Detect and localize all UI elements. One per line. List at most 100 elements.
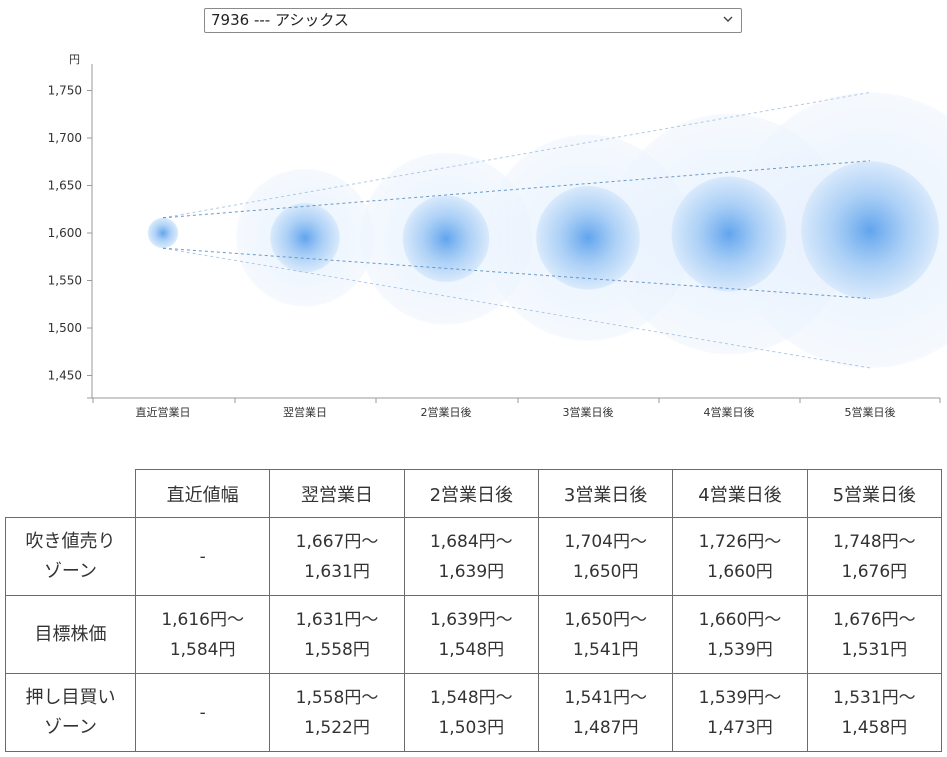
target-range-bubble xyxy=(402,195,490,282)
cell-value: 1,660円～ xyxy=(698,609,782,630)
target-range-bubble xyxy=(536,185,640,290)
header-recent-range: 直近値幅 xyxy=(134,469,271,518)
x-tick-label: 直近営業日 xyxy=(136,405,191,419)
row-target-price: 目標株価 1,616円～ 1,584円 1,631円～ 1,558円 1,639円～ 1,5… xyxy=(5,595,943,674)
row-label: 吹き値売り ゾーン xyxy=(5,517,136,596)
target-lower-band-line xyxy=(162,247,871,300)
y-tick-label: 1,700 xyxy=(48,131,82,145)
x-tick-layer: 直近営業日 翌営業日 2営業日後 3営業日後 4営業日後 5営業日後 xyxy=(92,398,941,419)
target-range-bubble xyxy=(801,161,939,300)
stock-selector-value: 7936 --- アシックス xyxy=(211,11,349,29)
cell-value: 1,684円～ xyxy=(429,531,513,552)
cell-value: 1,548円～ xyxy=(429,687,513,708)
cell-value: - xyxy=(199,546,206,567)
table-cell: 1,616円～ 1,584円 xyxy=(134,595,271,674)
table-cell: - xyxy=(134,673,271,752)
table-cell: 1,726円～ 1,660円 xyxy=(672,517,808,596)
table-cell: 1,667円～ 1,631円 xyxy=(269,517,405,596)
cell-value: 1,539円 xyxy=(707,639,773,660)
cell-value: 1,667円～ xyxy=(295,531,379,552)
target-range-bubble xyxy=(671,176,787,292)
row-buy-zone: 押し目買いゾーン - 1,558円～ 1,522円 1,548円～ 1,503円 1,541… xyxy=(5,673,943,752)
stock-selector-dropdown[interactable]: 7936 --- アシックス xyxy=(204,8,742,33)
row-label-line: 目標株価 xyxy=(34,623,107,645)
header-next-day: 翌営業日 xyxy=(269,469,405,518)
cell-value: 1,704円～ xyxy=(564,531,647,552)
table-corner-cell xyxy=(5,469,136,518)
table-cell: - xyxy=(134,517,271,596)
row-label-line: 押し目買い xyxy=(25,686,116,708)
cell-value: 1,558円 xyxy=(304,639,370,660)
price-zone-table: 直近値幅 翌営業日 2営業日後 3営業日後 4営業日後 5営業日後 吹き値売りゾ… xyxy=(5,469,943,752)
row-label: 押し目買い ゾーン xyxy=(5,673,136,752)
axes: 円 xyxy=(69,53,940,399)
x-tick-label: 3営業日後 xyxy=(563,405,614,419)
table-cell: 1,684円～ 1,639円 xyxy=(403,517,539,596)
header-day-5: 5営業日後 xyxy=(806,469,943,518)
table-cell: 1,548円～ 1,503円 xyxy=(403,673,539,752)
row-label: 目標株価 xyxy=(5,595,136,674)
cell-value: 1,487円 xyxy=(572,717,639,738)
x-tick-label: 5営業日後 xyxy=(845,405,896,419)
table-cell: 1,704円～ 1,650円 xyxy=(537,517,674,596)
cell-value: 1,676円～ xyxy=(832,609,916,630)
y-tick-label: 1,600 xyxy=(48,226,82,240)
cell-value: 1,541円 xyxy=(572,639,639,660)
table-cell: 1,541円～ 1,487円 xyxy=(537,673,674,752)
header-day-3: 3営業日後 xyxy=(537,469,674,518)
band-line-layer xyxy=(162,91,871,369)
cell-value: 1,503円 xyxy=(438,717,505,738)
cell-value: 1,531円～ xyxy=(832,687,916,708)
forecast-bubble-chart: 円 1,450 1,500 1,550 1,600 1,650 1,700 1,750 直近… xyxy=(48,53,947,419)
cell-value: 1,639円 xyxy=(438,561,505,582)
table-cell: 1,676円～ 1,531円 xyxy=(806,595,943,674)
cell-value: 1,522円 xyxy=(304,717,370,738)
cell-value: 1,541円～ xyxy=(564,687,647,708)
cell-value: 1,650円 xyxy=(572,561,639,582)
table-cell: 1,748円～ 1,676円 xyxy=(806,517,943,596)
y-tick-label: 1,650 xyxy=(48,179,82,193)
cell-value: 1,473円 xyxy=(707,717,773,738)
row-label-line: ゾーン xyxy=(43,560,98,582)
cell-value: - xyxy=(199,702,206,723)
header-day-2: 2営業日後 xyxy=(403,469,539,518)
cell-value: 1,650円～ xyxy=(564,609,647,630)
cell-value: 1,676円 xyxy=(841,561,908,582)
table-cell: 1,539円～ 1,473円 xyxy=(672,673,808,752)
header-day-4: 4営業日後 xyxy=(672,469,808,518)
target-range-bubble xyxy=(147,217,179,249)
row-label-line: ゾーン xyxy=(43,716,98,738)
table-cell: 1,531円～ 1,458円 xyxy=(806,673,943,752)
cell-value: 1,558円～ xyxy=(295,687,379,708)
target-range-bubble xyxy=(270,203,340,273)
cell-value: 1,531円 xyxy=(841,639,908,660)
cell-value: 1,548円 xyxy=(438,639,505,660)
row-sell-zone: 吹き値売りゾーン - 1,667円～ 1,631円 1,684円～ 1,639円 1,704… xyxy=(5,517,943,596)
cell-value: 1,726円～ xyxy=(698,531,782,552)
row-label-line: 吹き値売り xyxy=(25,530,116,552)
table-header-row: 直近値幅 翌営業日 2営業日後 3営業日後 4営業日後 5営業日後 xyxy=(5,469,943,518)
y-tick-label: 1,500 xyxy=(48,321,82,335)
y-tick-label: 1,450 xyxy=(48,369,82,383)
y-tick-label: 1,750 xyxy=(48,84,82,98)
cell-value: 1,631円 xyxy=(304,561,370,582)
cell-value: 1,639円～ xyxy=(429,609,513,630)
inner-bubble-layer xyxy=(147,161,939,300)
x-tick-label: 2営業日後 xyxy=(421,405,472,419)
y-tick-label: 1,550 xyxy=(48,274,82,288)
table-cell: 1,631円～ 1,558円 xyxy=(269,595,405,674)
table-cell: 1,639円～ 1,548円 xyxy=(403,595,539,674)
y-tick-layer: 1,450 1,500 1,550 1,600 1,650 1,700 1,750 xyxy=(48,84,92,383)
target-upper-band-line xyxy=(162,160,871,219)
cell-value: 1,458円 xyxy=(841,717,908,738)
cell-value: 1,616円～ xyxy=(161,609,244,630)
x-tick-label: 翌営業日 xyxy=(283,405,327,419)
cell-value: 1,660円 xyxy=(707,561,773,582)
table-cell: 1,660円～ 1,539円 xyxy=(672,595,808,674)
table-cell: 1,558円～ 1,522円 xyxy=(269,673,405,752)
y-axis-unit-label: 円 xyxy=(69,53,80,66)
x-tick-label: 4営業日後 xyxy=(704,405,755,419)
cell-value: 1,631円～ xyxy=(295,609,379,630)
table-cell: 1,650円～ 1,541円 xyxy=(537,595,674,674)
cell-value: 1,584円 xyxy=(169,639,236,660)
